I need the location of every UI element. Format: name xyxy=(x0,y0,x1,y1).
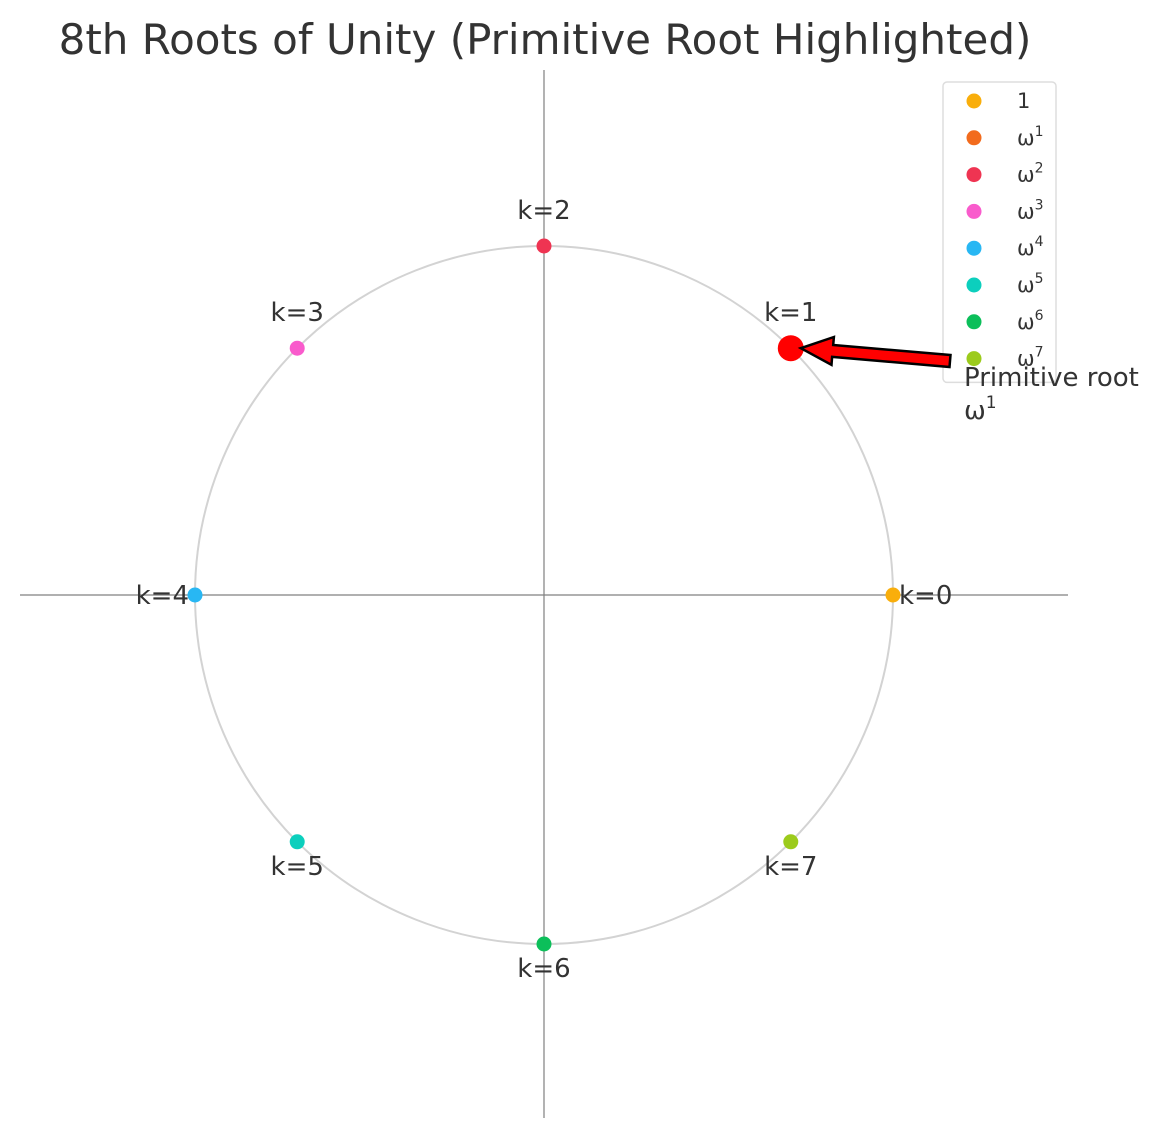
root-point-k3 xyxy=(289,340,305,356)
annotation-arrow xyxy=(797,335,952,369)
root-label-k3: k=3 xyxy=(271,298,324,328)
legend: 1 ω1 ω2 ω3 ω4 ω5 ω6 ω7 xyxy=(942,81,1057,384)
root-label-k0: k=0 xyxy=(899,581,952,611)
root-point-k2 xyxy=(536,238,552,254)
legend-entry-k5: ω5 xyxy=(1017,271,1044,297)
legend-entry-k7: ω7 xyxy=(1017,345,1044,371)
legend-marker-k7 xyxy=(966,351,982,367)
root-label-k1: k=1 xyxy=(764,298,817,328)
root-point-k5 xyxy=(289,834,305,850)
annotation-label-line1: Primitive root xyxy=(964,363,1139,393)
legend-marker-k1 xyxy=(966,130,982,146)
primitive-root-marker xyxy=(777,335,804,362)
root-point-k4 xyxy=(187,587,203,603)
legend-entry-k3: ω3 xyxy=(1017,197,1044,223)
legend-entry-k2: ω2 xyxy=(1017,161,1044,187)
legend-marker-k3 xyxy=(966,203,982,219)
plot-area: k=0 k=1 k=2 k=3 k=4 k=5 k=6 k=7 xyxy=(20,70,1068,1118)
legend-entry-k1: ω1 xyxy=(1017,124,1044,150)
legend-entry-k4: ω4 xyxy=(1017,234,1044,260)
root-label-k4: k=4 xyxy=(136,581,189,611)
legend-entry-k6: ω6 xyxy=(1017,308,1044,334)
legend-marker-k5 xyxy=(966,277,982,293)
root-label-k6: k=6 xyxy=(517,954,570,984)
root-label-k5: k=5 xyxy=(271,852,324,882)
root-point-k7 xyxy=(783,834,799,850)
legend-marker-k6 xyxy=(966,314,982,330)
root-label-k7: k=7 xyxy=(764,852,817,882)
legend-frame xyxy=(942,81,1057,384)
root-point-k6 xyxy=(536,936,552,952)
annotation-label-line2: ω1 xyxy=(964,393,997,426)
legend-marker-k4 xyxy=(966,240,982,256)
root-point-k0 xyxy=(885,587,901,603)
chart-title: 8th Roots of Unity (Primitive Root Highl… xyxy=(59,15,1032,64)
legend-marker-k0 xyxy=(966,93,982,109)
legend-marker-k2 xyxy=(966,167,982,183)
root-label-k2: k=2 xyxy=(517,196,570,226)
legend-entry-k0: 1 xyxy=(1017,89,1030,113)
